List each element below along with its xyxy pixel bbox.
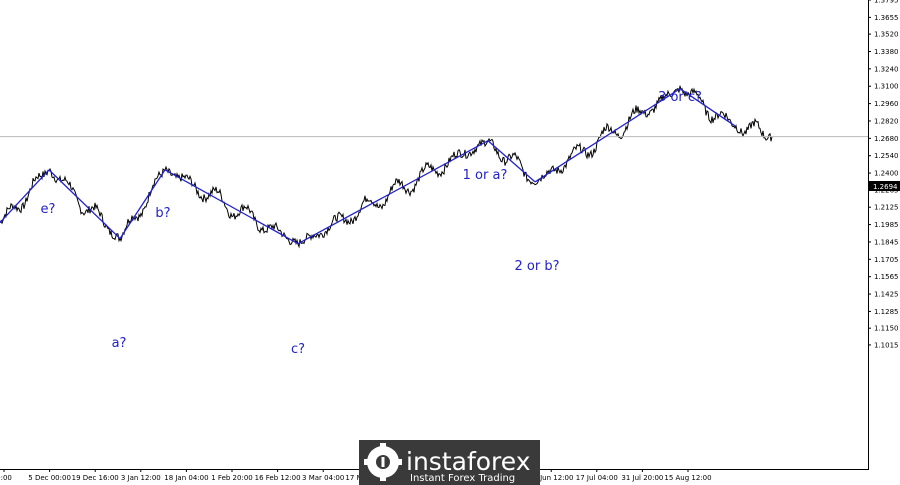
x-tick-label: 31 Jul 20:00 xyxy=(621,474,663,482)
x-tick-label: 17 Jul 04:00 xyxy=(576,474,618,482)
wave-label: b? xyxy=(155,206,170,221)
y-tick-label: 1.1015 xyxy=(874,341,899,349)
y-tick-label: 1.1565 xyxy=(874,273,899,281)
current-price-label: 1.2694 xyxy=(873,183,898,191)
x-tick-label: 16 Feb 12:00 xyxy=(255,474,301,482)
y-tick-label: 1.3520 xyxy=(874,31,899,39)
x-tick-label: 3 Jan 12:00 xyxy=(121,474,161,482)
y-tick-label: 1.1845 xyxy=(874,238,899,246)
current-price-tag-box xyxy=(869,181,900,191)
y-tick-label: 1.1150 xyxy=(874,325,899,333)
x-tick-label: 3 Mar 04:00 xyxy=(302,474,344,482)
wave-label: 2 or b? xyxy=(515,259,560,274)
y-tick-label: 1.1705 xyxy=(874,256,899,264)
y-tick-label: 1.3795 xyxy=(874,0,899,5)
wave-label: 3 or c? xyxy=(658,90,702,105)
watermark: instaforex Instant Forex Trading xyxy=(359,440,540,485)
y-tick-label: 1.2540 xyxy=(874,152,899,160)
y-tick-label: 1.1985 xyxy=(874,221,899,229)
watermark-logo-icon xyxy=(364,443,402,481)
y-tick-label: 1.2680 xyxy=(874,135,899,143)
wave-segment xyxy=(119,169,166,239)
y-tick-label: 1.3655 xyxy=(874,14,899,22)
wave-label: e? xyxy=(41,202,56,217)
wave-segment xyxy=(534,88,681,183)
wave-label: 1 or a? xyxy=(463,168,508,183)
wave-segment xyxy=(164,169,299,245)
x-tick-label: 19 Dec 16:00 xyxy=(72,474,119,482)
y-tick-label: 1.2125 xyxy=(874,204,899,212)
x-tick-label: 15 Aug 12:00 xyxy=(664,474,711,482)
y-tick-label: 1.2960 xyxy=(874,100,899,108)
x-tick-label: 0:00 xyxy=(0,474,12,482)
wave-segment xyxy=(48,169,121,240)
wave-segment xyxy=(487,140,536,183)
x-tick-label: 30 Jun 12:00 xyxy=(529,474,573,482)
wave-segment xyxy=(679,88,736,127)
watermark-tagline: Instant Forex Trading xyxy=(410,473,515,484)
plot-area xyxy=(0,0,868,469)
watermark-brand: instaforex xyxy=(406,447,531,476)
x-tick-label: 5 Dec 00:00 xyxy=(28,474,71,482)
wave-segment xyxy=(0,169,50,224)
y-tick-label: 1.2400 xyxy=(874,170,899,178)
wave-label: a? xyxy=(112,336,127,351)
y-tick-label: 1.3380 xyxy=(874,48,899,56)
current-price-tag: 1.2694 xyxy=(869,181,900,191)
wave-segment xyxy=(297,140,489,245)
y-tick-label: 1.1425 xyxy=(874,291,899,299)
x-tick-label: 18 Jan 04:00 xyxy=(164,474,208,482)
y-tick-label: 1.2820 xyxy=(874,117,899,125)
y-tick-label: 1.3100 xyxy=(874,83,899,91)
y-tick-label: 1.1285 xyxy=(874,308,899,316)
wave-label: c? xyxy=(291,342,305,357)
x-tick-label: 1 Feb 20:00 xyxy=(211,474,252,482)
y-tick-label: 1.3240 xyxy=(874,65,899,73)
